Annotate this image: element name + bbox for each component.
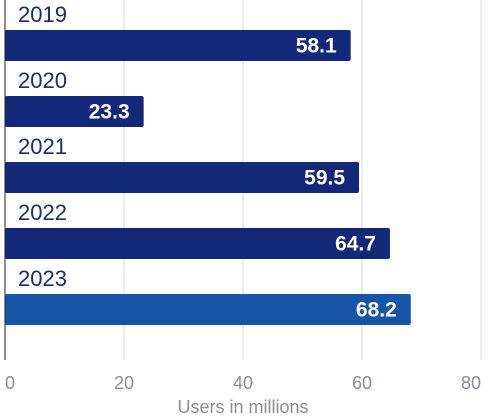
bar-value-label: 64.7 — [335, 233, 376, 256]
x-axis-title: Users in millions — [177, 397, 308, 417]
bar-value-label: 68.2 — [356, 299, 397, 322]
category-label: 2020 — [18, 68, 67, 93]
category-label: 2023 — [18, 266, 67, 291]
bars — [5, 30, 411, 325]
x-tick-label: 40 — [233, 373, 253, 393]
x-tick-label: 20 — [114, 373, 134, 393]
bar — [5, 96, 144, 127]
x-tick-label: 60 — [352, 373, 372, 393]
bar — [5, 294, 411, 325]
bar-value-label: 59.5 — [304, 167, 345, 190]
labels: 2019 58.1 2020 23.3 2021 59.5 2022 64.7 2023 68.2 — [18, 2, 397, 322]
bar — [5, 30, 351, 61]
x-tick-label: 80 — [461, 373, 481, 393]
category-label: 2022 — [18, 200, 67, 225]
bar — [5, 162, 360, 193]
bar-value-label: 58.1 — [296, 35, 337, 58]
bar — [5, 228, 390, 259]
x-axis-ticks: 0 20 40 60 80 — [5, 373, 481, 393]
category-label: 2019 — [18, 2, 67, 27]
x-tick-label: 0 — [5, 373, 15, 393]
category-label: 2021 — [18, 134, 67, 159]
bar-value-label: 23.3 — [89, 101, 130, 124]
